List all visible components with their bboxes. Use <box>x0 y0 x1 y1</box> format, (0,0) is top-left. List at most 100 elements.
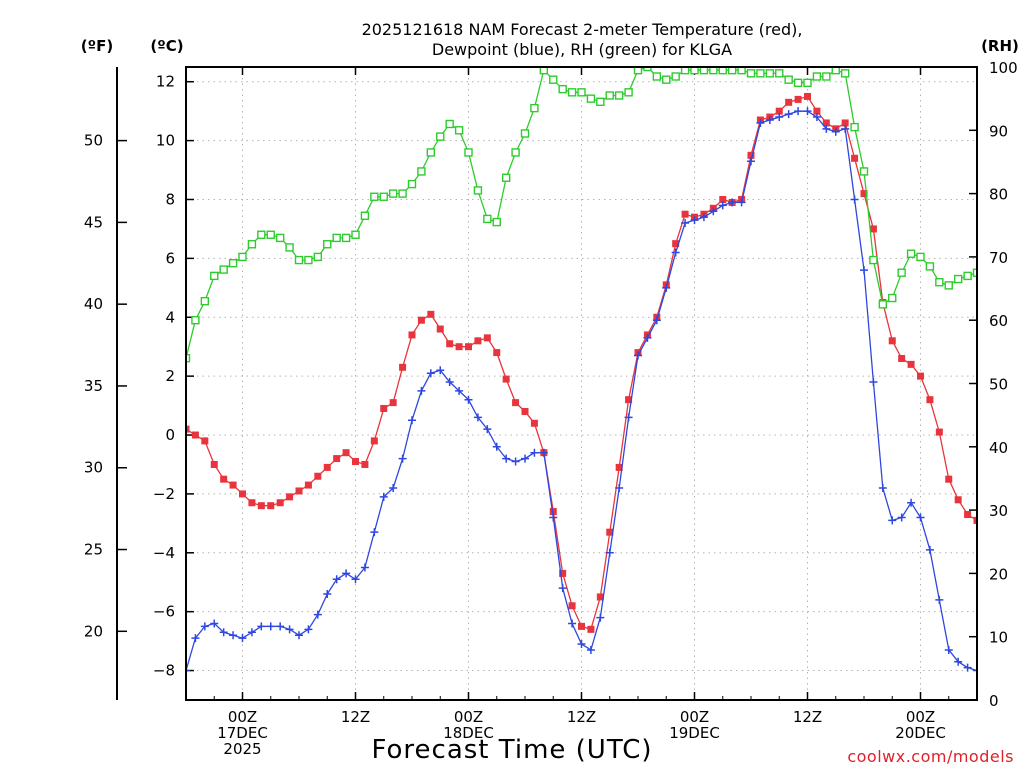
fahrenheit-axis-unit: (ºF) <box>81 37 113 55</box>
data-point <box>605 91 614 100</box>
rh-axis: 0 10 20 30 40 50 60 70 80 90 100 <box>969 59 1018 710</box>
data-point <box>295 487 303 495</box>
data-point <box>512 399 520 407</box>
data-point <box>473 413 482 422</box>
data-point <box>699 67 709 75</box>
data-point <box>417 167 426 176</box>
data-point <box>973 516 977 524</box>
data-point <box>549 75 558 84</box>
data-point <box>210 460 218 468</box>
celsius-tick-label: −2 <box>153 485 175 503</box>
data-point <box>370 528 379 537</box>
data-point <box>775 69 784 78</box>
data-point <box>558 84 567 94</box>
data-point <box>228 259 238 268</box>
celsius-axis-unit: (ºC) <box>150 37 183 55</box>
data-point <box>266 622 275 631</box>
data-point <box>275 233 285 243</box>
data-point <box>822 119 830 127</box>
rh-tick-label: 40 <box>989 439 1008 457</box>
data-point <box>954 657 963 666</box>
grid-lines <box>186 67 977 700</box>
data-point <box>276 499 284 507</box>
data-point <box>812 113 821 122</box>
data-point <box>804 92 811 100</box>
time-tick-label: 17DEC <box>217 724 268 742</box>
data-point <box>794 95 802 103</box>
fahrenheit-tick-label: 45 <box>84 213 103 231</box>
data-point <box>586 645 595 654</box>
data-point <box>953 274 963 284</box>
data-point <box>239 490 246 498</box>
series-layer <box>186 67 977 675</box>
data-point <box>530 448 539 457</box>
data-point <box>389 399 397 407</box>
rh-tick-label: 60 <box>989 312 1008 330</box>
data-point <box>559 569 567 577</box>
data-point <box>935 595 944 604</box>
data-point <box>624 413 633 422</box>
data-point <box>521 407 529 415</box>
data-point <box>803 78 812 88</box>
data-point <box>737 67 746 75</box>
data-point <box>614 91 624 100</box>
data-point <box>718 201 727 210</box>
data-point <box>323 590 332 599</box>
data-point <box>549 508 557 516</box>
celsius-tick-label: 12 <box>156 73 175 91</box>
data-point <box>191 634 200 643</box>
data-point <box>916 252 925 262</box>
data-point <box>680 67 690 75</box>
time-tick-label: 2025 <box>223 740 261 758</box>
data-point <box>257 622 266 631</box>
data-point <box>341 233 351 243</box>
data-point <box>765 115 774 124</box>
data-point <box>746 69 756 78</box>
celsius-tick-label: −4 <box>153 544 175 562</box>
data-point <box>464 395 473 404</box>
data-point <box>360 563 369 572</box>
data-point <box>841 124 850 133</box>
data-point <box>869 255 878 265</box>
data-point <box>493 349 501 357</box>
celsius-tick-label: 6 <box>165 249 175 267</box>
time-tick-label: 12Z <box>567 708 596 726</box>
data-point <box>784 110 793 119</box>
data-point <box>973 666 977 675</box>
data-point <box>294 255 304 265</box>
data-point <box>878 300 888 309</box>
data-point <box>615 463 623 471</box>
data-point <box>728 198 737 207</box>
rh-axis-unit: (RH) <box>981 37 1019 55</box>
data-point <box>906 249 916 258</box>
data-point <box>220 475 228 483</box>
data-point <box>568 619 577 628</box>
celsius-tick-label: 10 <box>156 132 175 150</box>
data-point <box>963 663 972 672</box>
data-point <box>352 458 359 466</box>
data-point <box>492 442 501 451</box>
data-point <box>916 513 925 522</box>
data-point <box>964 511 972 519</box>
time-tick-label: 00Z <box>680 708 709 726</box>
data-point <box>530 419 538 427</box>
data-point <box>520 129 530 138</box>
data-point <box>917 372 924 380</box>
data-point <box>831 67 840 75</box>
data-point <box>201 437 209 445</box>
data-point <box>502 375 510 383</box>
data-point <box>907 360 915 368</box>
series-dewpoint <box>186 107 977 675</box>
data-point <box>314 472 322 480</box>
data-point <box>747 151 755 159</box>
data-point <box>238 252 247 262</box>
celsius-tick-label: 0 <box>165 426 175 444</box>
data-point <box>530 103 539 113</box>
data-point <box>539 448 548 457</box>
data-point <box>286 493 294 501</box>
data-point <box>186 353 191 363</box>
data-point <box>370 192 379 201</box>
data-point <box>238 634 247 643</box>
rh-tick-label: 70 <box>989 249 1008 267</box>
data-point <box>558 584 567 593</box>
